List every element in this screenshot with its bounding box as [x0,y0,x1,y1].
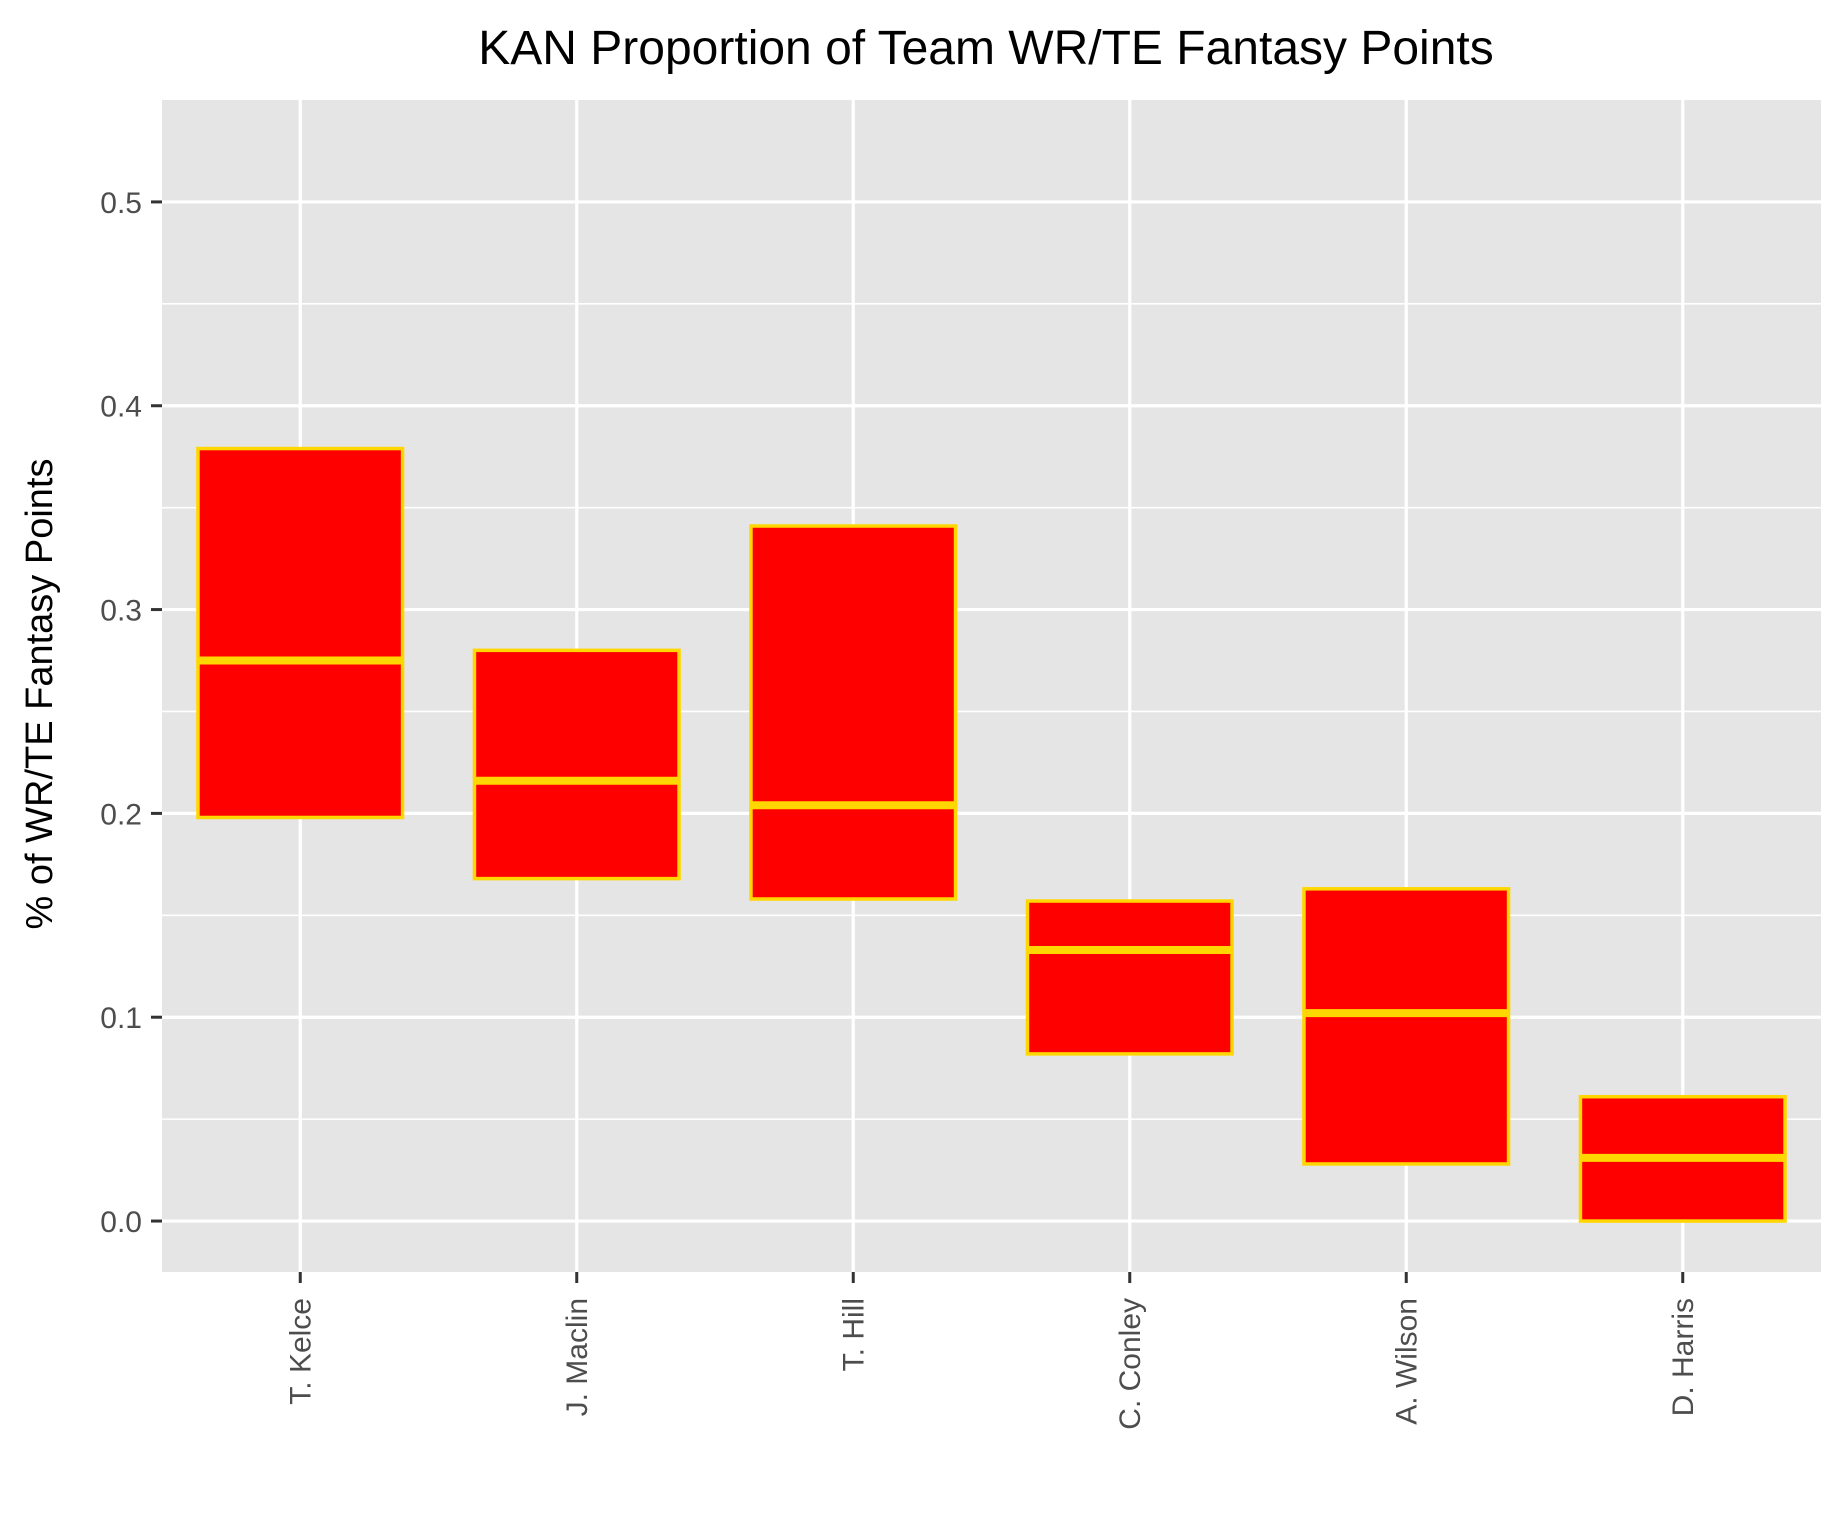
plot-layer: 0.0 0.1 0.2 0.3 0.4 0.5 T. Kelce J. Maclin T. Hi… [100,100,1821,1430]
y-tick-label: 0.3 [100,595,142,628]
y-axis-title: % of WR/TE Fantasy Points [19,459,61,930]
box-2 [749,524,958,901]
x-tick-label: T. Hill [837,1298,870,1371]
box-0 [196,446,405,820]
y-tick-label: 0.5 [100,187,142,220]
box-3 [1025,899,1234,1056]
x-tick-label: T. Kelce [284,1298,317,1405]
plot-panel [162,100,1821,1272]
x-tick-label: J. Maclin [561,1298,594,1416]
y-tick-label: 0.0 [100,1206,142,1239]
x-tick-label: C. Conley [1114,1298,1147,1430]
y-tick-label: 0.1 [100,1002,142,1035]
x-tick-label: D. Harris [1667,1298,1700,1416]
x-tick-label: A. Wilson [1390,1298,1423,1425]
box-1 [472,648,681,881]
y-tick-label: 0.2 [100,798,142,831]
chart-title: KAN Proportion of Team WR/TE Fantasy Poi… [478,22,1494,75]
box-4 [1302,887,1511,1166]
y-tick-label: 0.4 [100,391,142,424]
